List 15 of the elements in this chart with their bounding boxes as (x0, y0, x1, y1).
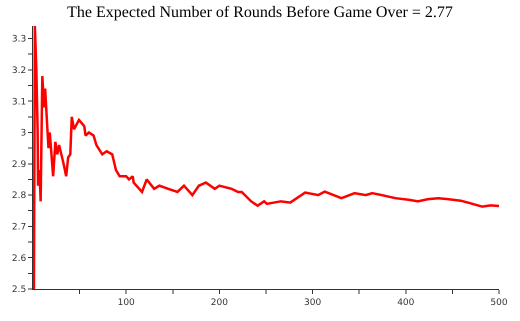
y-tick-label: 3.3 (12, 34, 26, 45)
x-tick-label: 300 (304, 298, 322, 308)
y-tick-label: 3 (20, 128, 26, 139)
x-tick-label: 400 (397, 298, 415, 308)
x-tick-label: 100 (118, 298, 136, 308)
y-tick-label: 2.9 (12, 160, 26, 170)
x-tick-label: 200 (210, 298, 228, 308)
x-tick-label: 500 (490, 298, 508, 308)
y-tick-label: 2.8 (12, 191, 26, 202)
y-tick-label: 3.2 (12, 66, 26, 76)
y-tick-label: 2.5 (12, 285, 26, 296)
y-tick-label: 2.6 (12, 254, 26, 264)
y-tick-label: 3.1 (12, 97, 26, 108)
chart-title: The Expected Number of Rounds Before Game Over = 2.77 (67, 4, 453, 21)
y-tick-label: 2.7 (12, 222, 26, 233)
